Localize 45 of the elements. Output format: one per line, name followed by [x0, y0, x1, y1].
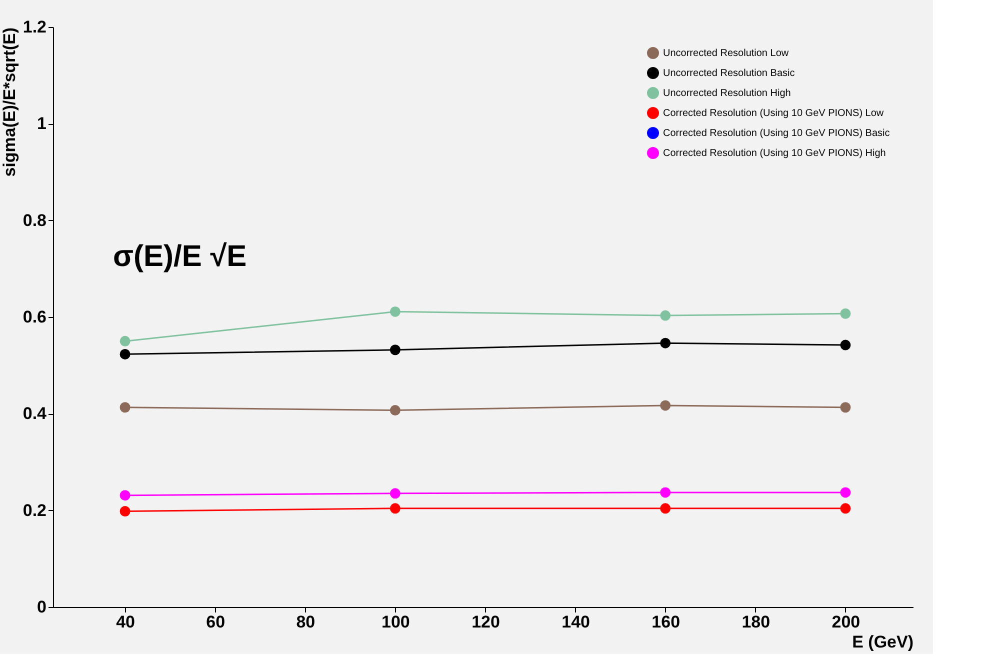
point	[390, 306, 400, 317]
point	[120, 336, 130, 346]
point	[840, 402, 851, 413]
y-tick-label: 0.6	[22, 308, 46, 326]
y-tick-label: 1.2	[22, 18, 46, 36]
point	[390, 503, 400, 514]
x-tick-label: 200	[832, 612, 860, 632]
point	[840, 340, 851, 350]
point	[660, 338, 671, 348]
x-tick-label: 180	[742, 612, 770, 632]
point	[660, 487, 671, 498]
y-tick-label: 1	[37, 114, 46, 134]
x-tick-label: 120	[472, 612, 500, 632]
legend-label: Uncorrected Resolution Low	[663, 48, 790, 59]
point	[660, 400, 671, 411]
legend-label: Uncorrected Resolution Basic	[663, 68, 795, 79]
x-axis-title: E (GeV)	[852, 632, 914, 652]
y-axis-title: sigma(E)/E*sqrt(E)	[0, 28, 19, 177]
y-tick-label: 0.2	[22, 500, 46, 520]
point	[390, 488, 400, 499]
point	[390, 344, 400, 356]
point	[840, 503, 851, 514]
point	[120, 506, 130, 517]
point	[660, 503, 671, 514]
legend-label: Uncorrected Resolution High	[663, 88, 791, 99]
point	[840, 308, 851, 319]
x-tick-label: 60	[206, 612, 226, 632]
legend-label: Corrected Resolution (Using 10 GeV PIONS) Basic	[663, 128, 890, 139]
annotation: σ(E)/E √E	[113, 240, 247, 273]
y-tick-label: 0.8	[22, 210, 46, 230]
point	[660, 310, 671, 321]
point	[840, 487, 851, 498]
x-tick-label: 40	[116, 612, 136, 632]
x-tick-label: 160	[652, 612, 680, 632]
x-tick-label: 140	[562, 612, 590, 632]
legend-label: Corrected Resolution (Using 10 GeV PIONS) Low	[663, 108, 884, 119]
y-tick-label: 0.4	[22, 404, 48, 424]
legend-label: Corrected Resolution (Using 10 GeV PIONS) High	[663, 148, 886, 159]
point	[120, 490, 130, 501]
point	[120, 402, 130, 413]
x-tick-label: 100	[382, 612, 410, 632]
point	[390, 405, 400, 416]
point	[120, 348, 130, 360]
y-tick-label: 0	[37, 598, 46, 616]
x-tick-label: 80	[296, 612, 316, 632]
